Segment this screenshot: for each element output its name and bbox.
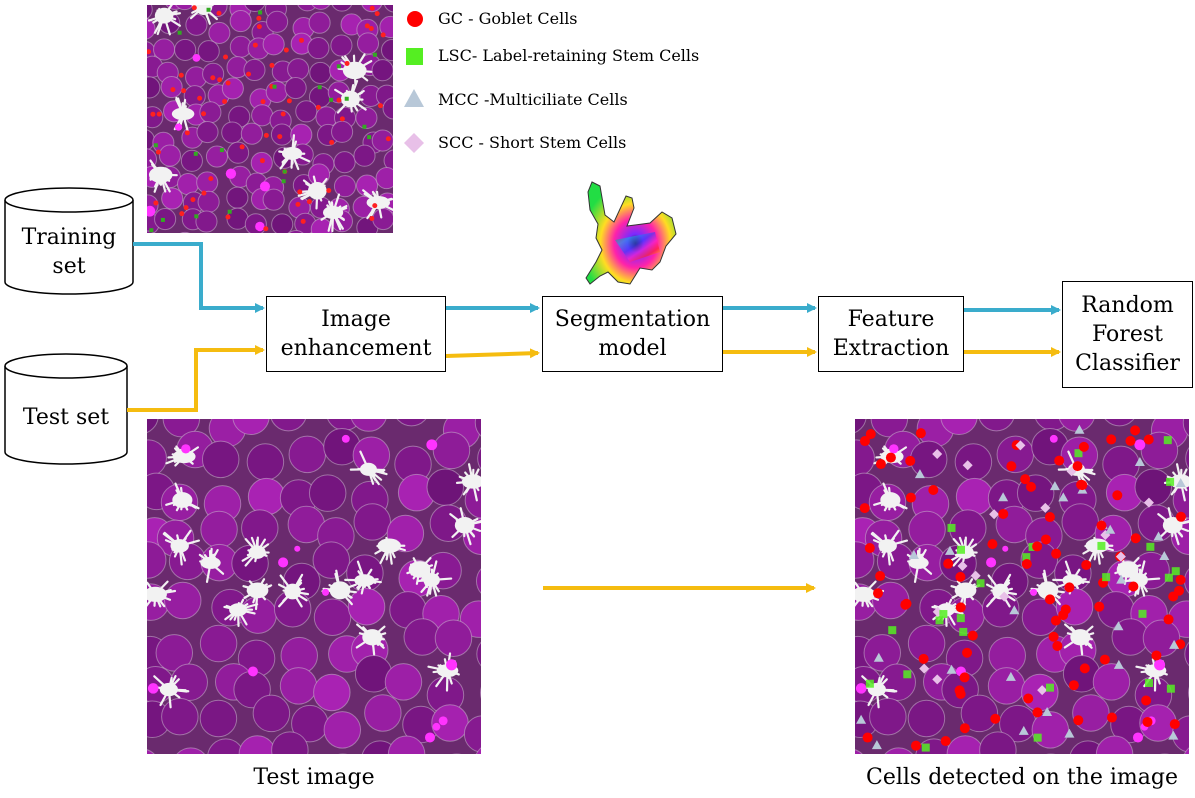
detected-image-caption: Cells detected on the image bbox=[866, 765, 1178, 790]
test-set-cylinder bbox=[4, 353, 128, 465]
legend-gc-label: GC - Goblet Cells bbox=[438, 9, 578, 28]
test-image bbox=[147, 419, 481, 754]
legend-mcc-label: MCC -Multiciliate Cells bbox=[438, 90, 628, 109]
legend-scc-label: SCC - Short Stem Cells bbox=[438, 133, 627, 152]
training-image bbox=[147, 5, 393, 233]
test-image-caption: Test image bbox=[253, 765, 375, 790]
training-set-cylinder bbox=[4, 187, 134, 295]
feature-extraction-box: Feature Extraction bbox=[818, 296, 964, 372]
random-forest-classifier-box: Random Forest Classifier bbox=[1062, 281, 1193, 388]
training-set-label: Training set bbox=[21, 225, 117, 279]
segmentation-model-box: Segmentation model bbox=[542, 296, 723, 372]
test-to-enhance-arrow bbox=[127, 345, 265, 412]
segmentation-cell-icon bbox=[585, 181, 677, 285]
legend-lsc-label: LSC- Label-retaining Stem Cells bbox=[438, 46, 700, 65]
test-set-label: Test set bbox=[22, 405, 110, 430]
train-to-enhance-arrow bbox=[133, 242, 265, 313]
enhance-to-seg-arrow-test bbox=[445, 348, 540, 359]
detected-image bbox=[855, 419, 1189, 754]
image-enhancement-box: Image enhancement bbox=[266, 296, 446, 372]
